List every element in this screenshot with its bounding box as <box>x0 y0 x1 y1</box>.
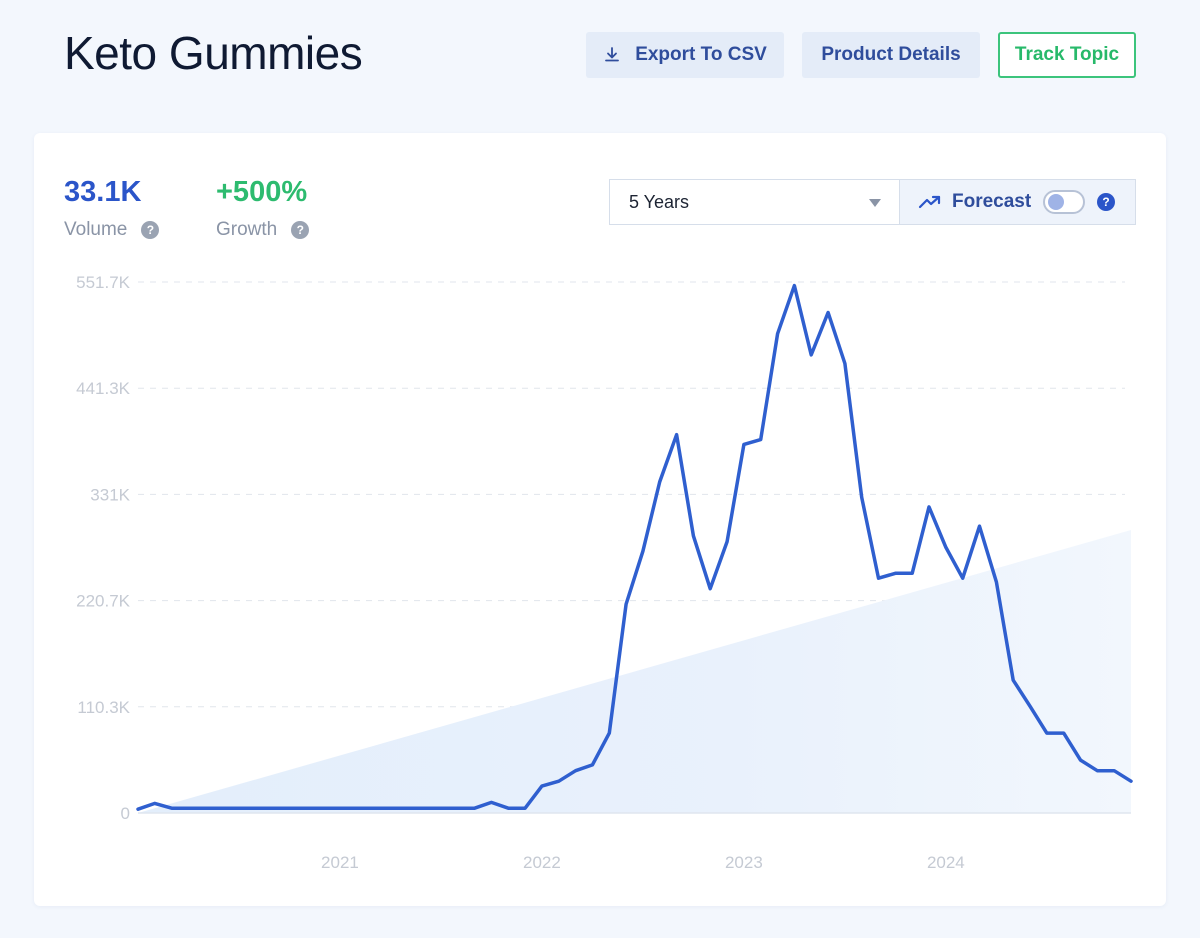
volume-help-icon[interactable]: ? <box>141 221 160 239</box>
volume-label-row: Volume ? <box>64 219 160 241</box>
y-tick-label: 0 <box>121 804 130 823</box>
export-csv-label: Export To CSV <box>635 44 767 65</box>
x-tick-label: 2024 <box>927 853 965 872</box>
y-tick-label: 441.3K <box>76 379 131 398</box>
forecast-label: Forecast <box>952 191 1032 212</box>
trending-up-icon <box>918 195 941 209</box>
track-topic-label: Track Topic <box>1014 44 1120 65</box>
series-line <box>136 283 1133 811</box>
caret-down-icon <box>869 199 881 207</box>
y-tick-label: 551.7K <box>76 273 131 292</box>
toggle-knob <box>1048 194 1064 210</box>
download-icon <box>605 47 620 62</box>
forecast-help-icon[interactable]: ? <box>1097 193 1115 211</box>
forecast-toggle[interactable] <box>1043 190 1085 214</box>
time-range-value: 5 Years <box>629 191 690 212</box>
y-tick-label: 110.3K <box>77 698 130 717</box>
x-tick-label: 2023 <box>725 853 763 872</box>
volume-label: Volume <box>64 219 128 240</box>
product-details-button[interactable]: Product Details <box>802 32 980 78</box>
track-topic-button[interactable]: Track Topic <box>998 32 1136 78</box>
page-title: Keto Gummies <box>64 27 363 79</box>
forecast-control: Forecast ? <box>899 179 1136 225</box>
export-csv-button[interactable]: Export To CSV <box>586 32 784 78</box>
volume-value: 33.1K <box>64 176 142 208</box>
time-range-select[interactable]: 5 Years <box>609 179 899 225</box>
y-tick-label: 331K <box>90 485 130 504</box>
growth-help-icon[interactable]: ? <box>291 221 310 239</box>
growth-value: +500% <box>216 176 308 208</box>
x-tick-label: 2021 <box>321 853 359 872</box>
trend-area <box>138 530 1131 813</box>
growth-label: Growth <box>216 219 278 240</box>
growth-label-row: Growth ? <box>216 219 310 241</box>
product-details-label: Product Details <box>821 44 961 65</box>
x-tick-label: 2022 <box>523 853 561 872</box>
y-tick-label: 220.7K <box>76 592 131 611</box>
